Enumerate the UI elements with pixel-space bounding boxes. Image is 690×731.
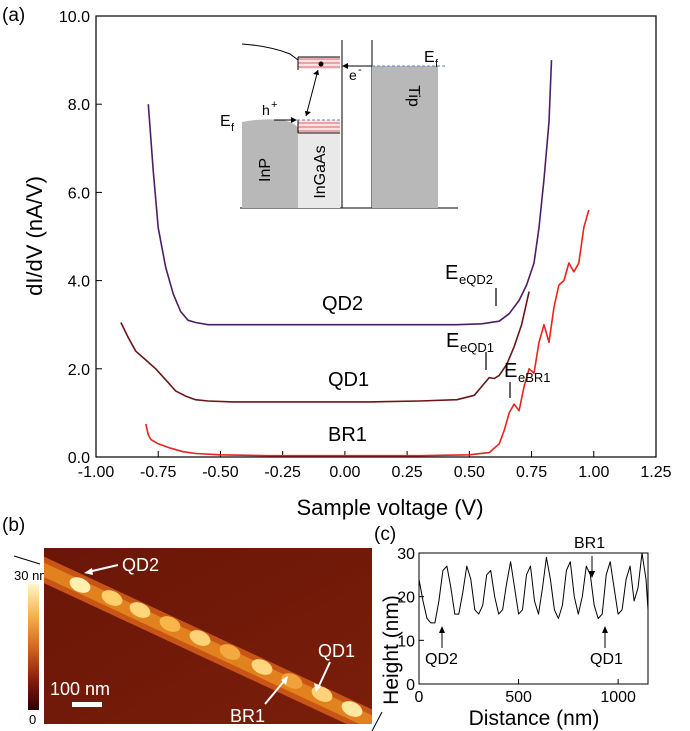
panel-a-ylabel: dI/dV (nA/V) bbox=[22, 176, 47, 296]
c-ytick-label-2: 20 bbox=[397, 590, 415, 607]
c-xtick-label-0: 0 bbox=[415, 689, 424, 706]
afm-label-qd2: QD2 bbox=[122, 555, 159, 575]
marker-eqd2: E eQD2 bbox=[445, 262, 497, 306]
a-ytick-label-2: 4.0 bbox=[68, 274, 90, 291]
a-xtick-label-8: 1.00 bbox=[578, 464, 609, 481]
a-xtick-label-7: 0.75 bbox=[516, 464, 547, 481]
hole-label: h bbox=[262, 102, 270, 118]
panel-c-ylabel: Height (nm) bbox=[380, 595, 403, 705]
afm-dot-6 bbox=[251, 659, 273, 675]
tip-region bbox=[372, 66, 438, 208]
panel-c-frame bbox=[418, 552, 649, 685]
a-xtick-label-9: 1.25 bbox=[640, 464, 671, 481]
label-qd2: QD2 bbox=[322, 293, 363, 315]
electron-label: e bbox=[349, 67, 357, 83]
electron-sup: - bbox=[358, 64, 362, 76]
panel-a-series bbox=[120, 60, 590, 457]
colorbar-min-label: 0 bbox=[29, 712, 36, 727]
panel-c-y-ticks: 0 10 20 30 bbox=[397, 546, 424, 694]
afm-dot-5 bbox=[219, 644, 241, 660]
eqd1-sub: eQD1 bbox=[460, 340, 494, 355]
panel-a: (a) -1.00 -0.75 -0.50 -0.25 0.00 0.25 0.50 0.75… bbox=[2, 5, 672, 520]
panel-b: (b) 30 nm 0 100 nm QD2 QD1 BR1 bbox=[2, 515, 383, 731]
profile-label-qd1: QD1 bbox=[590, 651, 623, 668]
tip-label: Tip bbox=[405, 85, 422, 107]
ef-right-sub: f bbox=[435, 58, 439, 70]
hole-sup: + bbox=[271, 99, 277, 111]
a-xtick-label-1: -0.75 bbox=[140, 464, 177, 481]
eqd2-e: E bbox=[445, 262, 458, 284]
marker-ebr1: E eBR1 bbox=[504, 360, 551, 398]
profile-label-qd2: QD2 bbox=[425, 651, 458, 668]
inp-region bbox=[242, 119, 298, 208]
panel-c-label: (c) bbox=[374, 524, 396, 545]
ebr1-e: E bbox=[504, 360, 517, 382]
a-xtick-label-6: 0.50 bbox=[454, 464, 485, 481]
ingaas-region bbox=[298, 134, 340, 208]
colorbar bbox=[28, 584, 39, 710]
label-br1: BR1 bbox=[328, 424, 367, 446]
profile-label-br1: BR1 bbox=[574, 535, 605, 552]
eqd1-e: E bbox=[446, 330, 459, 352]
c-ytick-label-0: 0 bbox=[406, 677, 415, 694]
panel-a-label: (a) bbox=[2, 5, 25, 26]
scalebar-label: 100 nm bbox=[50, 679, 110, 699]
panel-a-frame bbox=[95, 15, 657, 458]
a-ytick-label-5: 10.0 bbox=[59, 9, 90, 26]
afm-label-br1: BR1 bbox=[230, 706, 265, 726]
panel-c-series bbox=[419, 553, 648, 624]
afm-dot-2 bbox=[129, 602, 151, 618]
afm-dot-1 bbox=[101, 590, 123, 606]
panel-a-xlabel: Sample voltage (V) bbox=[296, 495, 483, 520]
band-diagram-inset: e - h + E f E f InP InGaAs Tip bbox=[220, 40, 458, 209]
series-qd2-line bbox=[147, 60, 553, 326]
ebr1-sub: eBR1 bbox=[518, 370, 551, 385]
colorbar-max-label: 30 nm bbox=[14, 568, 50, 583]
a-xtick-label-5: 0.25 bbox=[392, 464, 423, 481]
ef-right-label: E bbox=[424, 49, 435, 66]
ingaas-label: InGaAs bbox=[312, 145, 329, 198]
a-ytick-label-4: 8.0 bbox=[68, 97, 90, 114]
panel-c-x-ticks: 0 500 1000 bbox=[415, 679, 636, 706]
panel-b-label: (b) bbox=[2, 515, 25, 536]
series-br1-line bbox=[145, 209, 590, 457]
afm-dot-4 bbox=[189, 630, 211, 646]
ef-left-sub: f bbox=[231, 122, 235, 134]
panel-a-y-ticks: 0.0 2.0 4.0 6.0 8.0 10.0 bbox=[59, 9, 102, 467]
c-xtick-label-1: 500 bbox=[505, 689, 532, 706]
a-xtick-label-2: -0.50 bbox=[202, 464, 239, 481]
a-ytick-label-1: 2.0 bbox=[68, 362, 90, 379]
afm-label-qd1: QD1 bbox=[318, 641, 355, 661]
a-xtick-label-0: -1.00 bbox=[78, 464, 115, 481]
panel-c-xlabel: Distance (nm) bbox=[469, 707, 600, 730]
inp-label: InP bbox=[257, 158, 274, 182]
series-qd1-line bbox=[120, 291, 530, 403]
eqd2-sub: eQD2 bbox=[459, 272, 493, 287]
marker-eqd1: E eQD1 bbox=[446, 330, 494, 370]
afm-dot-3 bbox=[159, 616, 181, 632]
a-ytick-label-3: 6.0 bbox=[68, 185, 90, 202]
scalebar bbox=[72, 702, 102, 707]
c-ytick-label-3: 30 bbox=[397, 546, 415, 563]
afm-image bbox=[44, 548, 372, 724]
a-xtick-label-4: 0.00 bbox=[329, 464, 360, 481]
label-qd1: QD1 bbox=[328, 369, 369, 391]
c-ytick-label-1: 10 bbox=[397, 633, 415, 650]
c-xtick-label-2: 1000 bbox=[600, 689, 636, 706]
ef-left-label: E bbox=[220, 113, 231, 130]
panel-a-x-ticks: -1.00 -0.75 -0.50 -0.25 0.00 0.25 0.50 0.75 1.00… bbox=[78, 451, 672, 481]
panel-c: (c) 0 500 1000 0 10 20 30 Distance (nm) Heigh… bbox=[374, 524, 649, 730]
a-ytick-label-0: 0.0 bbox=[68, 450, 90, 467]
afm-dot-0 bbox=[69, 577, 91, 593]
height-profile-line bbox=[419, 553, 648, 624]
a-xtick-label-3: -0.25 bbox=[264, 464, 301, 481]
afm-dot-9 bbox=[341, 701, 363, 717]
